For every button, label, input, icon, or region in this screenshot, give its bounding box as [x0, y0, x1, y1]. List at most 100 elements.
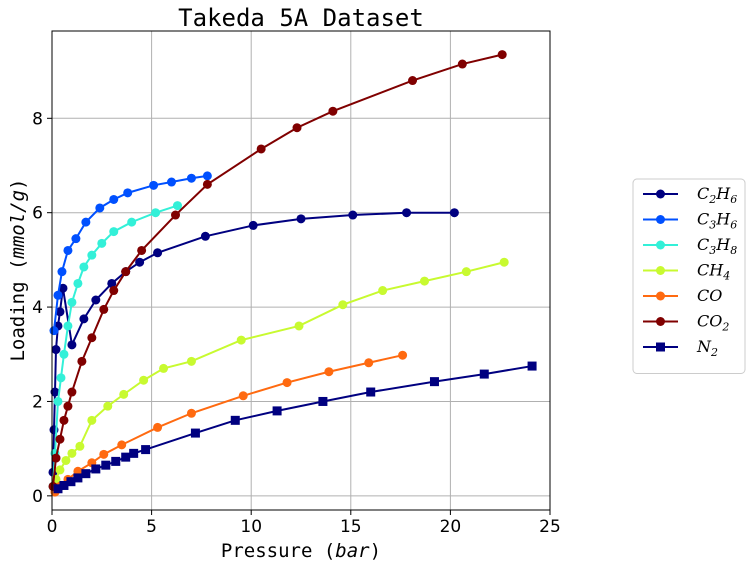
data-point: [318, 396, 328, 406]
data-point: [109, 286, 119, 296]
legend-marker: [656, 266, 665, 275]
legend-label: CH4​: [697, 261, 730, 283]
data-point: [81, 217, 91, 227]
data-point: [53, 484, 63, 494]
data-point: [479, 369, 489, 379]
data-point: [119, 389, 129, 399]
data-point: [497, 50, 507, 60]
legend-label: N2​: [696, 337, 718, 359]
data-point: [67, 387, 77, 397]
data-point: [57, 267, 67, 277]
data-point: [63, 321, 73, 331]
legend-item: CH4​: [643, 261, 730, 283]
data-point: [186, 408, 196, 418]
data-point: [79, 262, 89, 272]
data-point: [81, 469, 91, 479]
series-ch4: [49, 257, 509, 491]
legend-marker: [656, 189, 665, 199]
data-point: [127, 217, 137, 227]
x-tick-label: 10: [240, 517, 262, 537]
data-point: [338, 300, 348, 310]
series-co: [50, 350, 408, 497]
data-point: [91, 295, 101, 305]
data-point: [408, 76, 418, 86]
y-tick-label: 8: [32, 109, 43, 129]
x-tick-label: 20: [440, 517, 462, 537]
data-point: [159, 363, 169, 373]
data-point: [49, 326, 59, 336]
data-point: [190, 428, 200, 438]
data-point: [53, 290, 63, 300]
data-point: [420, 276, 430, 286]
data-point: [202, 171, 212, 181]
data-point: [111, 456, 121, 466]
data-point: [429, 377, 439, 387]
data-point: [51, 453, 61, 463]
x-tick-label: 0: [47, 517, 58, 537]
data-point: [153, 248, 163, 258]
legend-marker: [656, 291, 665, 301]
data-point: [167, 177, 177, 187]
data-point: [172, 201, 182, 211]
data-point: [121, 267, 131, 277]
legend: C2​H6​ C3​H6​ C3​H8​ CH4​ CO CO2​ N2​: [632, 178, 746, 374]
data-point: [238, 391, 248, 401]
legend-item: CO: [643, 286, 722, 305]
data-point: [63, 401, 73, 411]
data-point: [55, 465, 65, 475]
data-point: [129, 448, 139, 458]
legend-marker: [656, 240, 665, 250]
data-point: [398, 350, 408, 360]
data-point: [499, 257, 509, 267]
data-point: [402, 208, 412, 218]
data-point: [282, 378, 292, 388]
series-co2: [48, 50, 507, 491]
y-tick-label: 0: [32, 487, 43, 507]
data-point: [67, 297, 77, 307]
data-point: [66, 477, 76, 487]
data-point: [151, 208, 161, 218]
data-point: [123, 188, 133, 198]
x-tick-label: 5: [146, 517, 157, 537]
data-point: [230, 415, 240, 425]
data-point: [99, 449, 109, 459]
data-point: [236, 335, 246, 345]
data-point: [139, 375, 149, 385]
data-point: [95, 203, 105, 213]
data-point: [61, 455, 71, 465]
data-point: [58, 283, 68, 293]
series-c3h6: [49, 171, 212, 336]
data-point: [364, 358, 374, 368]
legend-marker: [656, 342, 665, 352]
y-axis-label: Loading (mmol/g): [7, 178, 29, 361]
chart-title: Takeda 5A Dataset: [178, 4, 424, 32]
series-n2: [53, 361, 537, 494]
data-point: [294, 321, 304, 331]
data-point: [186, 356, 196, 366]
data-point: [55, 434, 65, 444]
data-point: [77, 356, 87, 366]
legend-label: CO: [697, 286, 722, 305]
legend-item: C3​H6​: [643, 210, 737, 232]
y-axis-ticks: 0 2 4 6 8: [32, 109, 52, 507]
data-point: [59, 349, 69, 359]
data-point: [103, 401, 113, 411]
data-point: [527, 361, 537, 371]
legend-label: C3​H6​: [697, 210, 737, 232]
data-point: [56, 373, 66, 383]
data-point: [153, 422, 163, 432]
legend-label: C2​H6​: [697, 184, 737, 206]
legend-item: N2​: [643, 337, 718, 359]
data-point: [73, 473, 83, 483]
data-point: [461, 267, 471, 277]
data-point: [324, 367, 334, 377]
data-point: [67, 340, 77, 350]
y-tick-label: 4: [32, 298, 43, 318]
data-point: [378, 286, 388, 296]
data-point: [121, 452, 131, 462]
data-point: [202, 179, 212, 189]
data-point: [141, 445, 151, 455]
grid: [52, 31, 550, 510]
data-point: [91, 464, 101, 474]
